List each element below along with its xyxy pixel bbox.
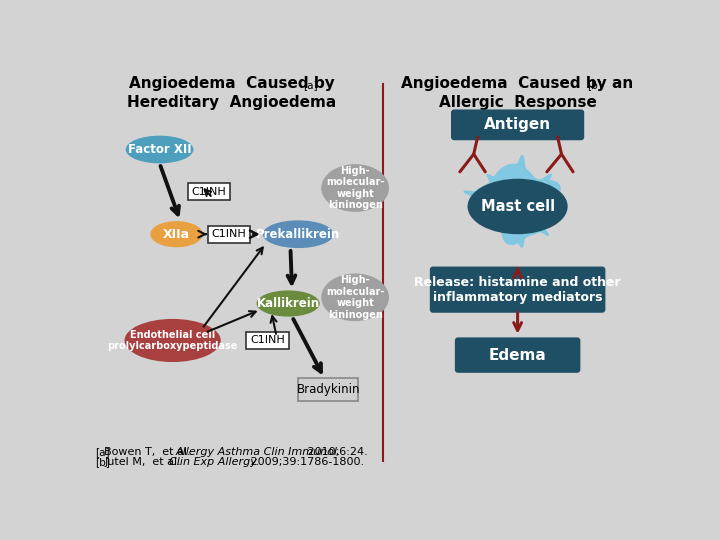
Text: High-
molecular-
weight
kininogen: High- molecular- weight kininogen <box>326 166 384 211</box>
Text: [b]: [b] <box>95 457 109 467</box>
Text: Factor XII: Factor XII <box>127 143 192 156</box>
Text: [a]: [a] <box>304 80 318 90</box>
Text: Kallikrein: Kallikrein <box>256 297 320 310</box>
Text: C1INH: C1INH <box>192 187 226 197</box>
Text: Endothelial cell
prolylcarboxypeptidase: Endothelial cell prolylcarboxypeptidase <box>107 329 238 351</box>
Text: Clin Exp Allergy.: Clin Exp Allergy. <box>168 457 259 467</box>
Ellipse shape <box>256 291 320 316</box>
Text: Angioedema  Caused by an
Allergic  Response: Angioedema Caused by an Allergic Respons… <box>402 77 634 110</box>
Text: Bradykinin: Bradykinin <box>297 383 360 396</box>
Text: 2009;39:1786-1800.: 2009;39:1786-1800. <box>248 457 364 467</box>
Text: 2010;6:24.: 2010;6:24. <box>304 447 367 457</box>
Text: Release: histamine and other
inflammatory mediators: Release: histamine and other inflammator… <box>414 275 621 303</box>
FancyBboxPatch shape <box>455 338 580 373</box>
Ellipse shape <box>321 164 389 212</box>
Ellipse shape <box>321 273 389 321</box>
Text: [b]: [b] <box>587 80 602 90</box>
Bar <box>246 332 289 349</box>
Bar <box>207 226 250 242</box>
Text: Angioedema  Caused by
Hereditary  Angioedema: Angioedema Caused by Hereditary Angioede… <box>127 77 336 110</box>
Ellipse shape <box>150 221 203 247</box>
Bar <box>298 378 359 401</box>
Text: Antigen: Antigen <box>484 117 552 132</box>
Ellipse shape <box>125 319 221 362</box>
Bar <box>188 184 230 200</box>
Text: High-
molecular-
weight
kininogen: High- molecular- weight kininogen <box>326 275 384 320</box>
Text: [a]: [a] <box>95 447 109 457</box>
Text: Prekallikrein: Prekallikrein <box>256 228 341 241</box>
Text: Allergy Asthma Clin Immunol.: Allergy Asthma Clin Immunol. <box>176 447 341 457</box>
Ellipse shape <box>126 136 194 164</box>
Text: Mast cell: Mast cell <box>480 199 554 214</box>
Text: Jutel M,  et al.: Jutel M, et al. <box>104 457 184 467</box>
Text: XIIa: XIIa <box>163 228 190 241</box>
Text: C1INH: C1INH <box>250 335 284 346</box>
Ellipse shape <box>263 220 333 248</box>
FancyBboxPatch shape <box>451 110 584 140</box>
Text: Bowen T,  et al.: Bowen T, et al. <box>104 447 194 457</box>
Ellipse shape <box>467 179 567 234</box>
FancyBboxPatch shape <box>430 267 606 313</box>
Polygon shape <box>464 156 567 247</box>
Text: Edema: Edema <box>489 348 546 362</box>
Text: C1INH: C1INH <box>212 229 246 239</box>
